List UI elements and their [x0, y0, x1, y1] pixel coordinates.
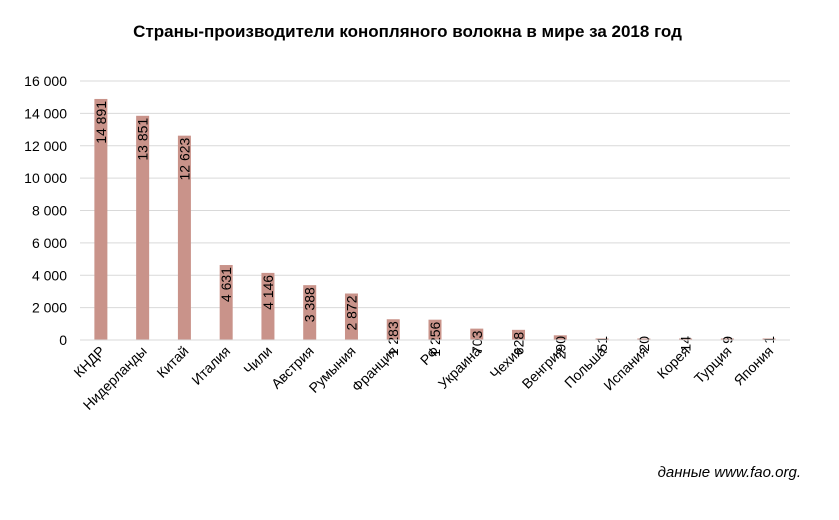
bar — [512, 329, 526, 340]
data-label: 13 851 — [135, 118, 151, 161]
source-note: данные www.fao.org. — [657, 464, 801, 481]
bar — [637, 338, 651, 340]
x-tick-label: Турция — [691, 343, 735, 387]
x-tick-label: Чили — [240, 343, 275, 378]
x-tick-label: Румыния — [306, 343, 359, 396]
bar — [720, 338, 734, 340]
y-tick-label: 0 — [59, 332, 67, 348]
bar — [344, 293, 358, 340]
data-label: 3 388 — [302, 287, 318, 322]
data-label: 4 631 — [218, 267, 234, 302]
data-label: 703 — [469, 330, 485, 354]
bar — [177, 135, 191, 340]
bar — [679, 338, 693, 340]
x-tick-label: Италия — [188, 343, 233, 388]
bar — [219, 265, 233, 340]
bar — [553, 335, 567, 340]
bar — [428, 319, 442, 340]
data-label: 2 872 — [343, 295, 359, 330]
bar — [303, 285, 317, 340]
y-tick-label: 16 000 — [24, 73, 67, 89]
x-tick-label: Франция — [348, 343, 400, 395]
y-tick-label: 2 000 — [32, 300, 67, 316]
y-tick-label: 14 000 — [24, 105, 67, 121]
data-label: 290 — [552, 336, 568, 360]
bar — [762, 338, 776, 340]
bar — [261, 272, 275, 340]
bar — [94, 98, 108, 340]
y-tick-label: 10 000 — [24, 170, 67, 186]
x-tick-label: Корея — [654, 343, 693, 382]
data-label: 12 623 — [176, 137, 192, 180]
y-tick-label: 8 000 — [32, 203, 67, 219]
x-tick-label: Япония — [731, 343, 777, 389]
data-label: 1 256 — [427, 321, 443, 356]
bar — [136, 115, 150, 341]
bar — [595, 338, 609, 340]
chart-title: Страны-производители конопляного волокна… — [133, 22, 682, 41]
data-label: 14 891 — [93, 101, 109, 144]
bar — [470, 328, 484, 340]
x-tick-label: КНДР — [70, 343, 108, 381]
x-tick-label: Чехия — [487, 343, 526, 382]
data-label: 4 146 — [260, 275, 276, 310]
data-label: 1 283 — [385, 321, 401, 356]
y-tick-label: 6 000 — [32, 235, 67, 251]
x-tick-label: Китай — [153, 343, 191, 381]
data-label: 628 — [511, 332, 527, 356]
y-tick-label: 12 000 — [24, 138, 67, 154]
bar — [386, 319, 400, 340]
y-tick-label: 4 000 — [32, 267, 67, 283]
